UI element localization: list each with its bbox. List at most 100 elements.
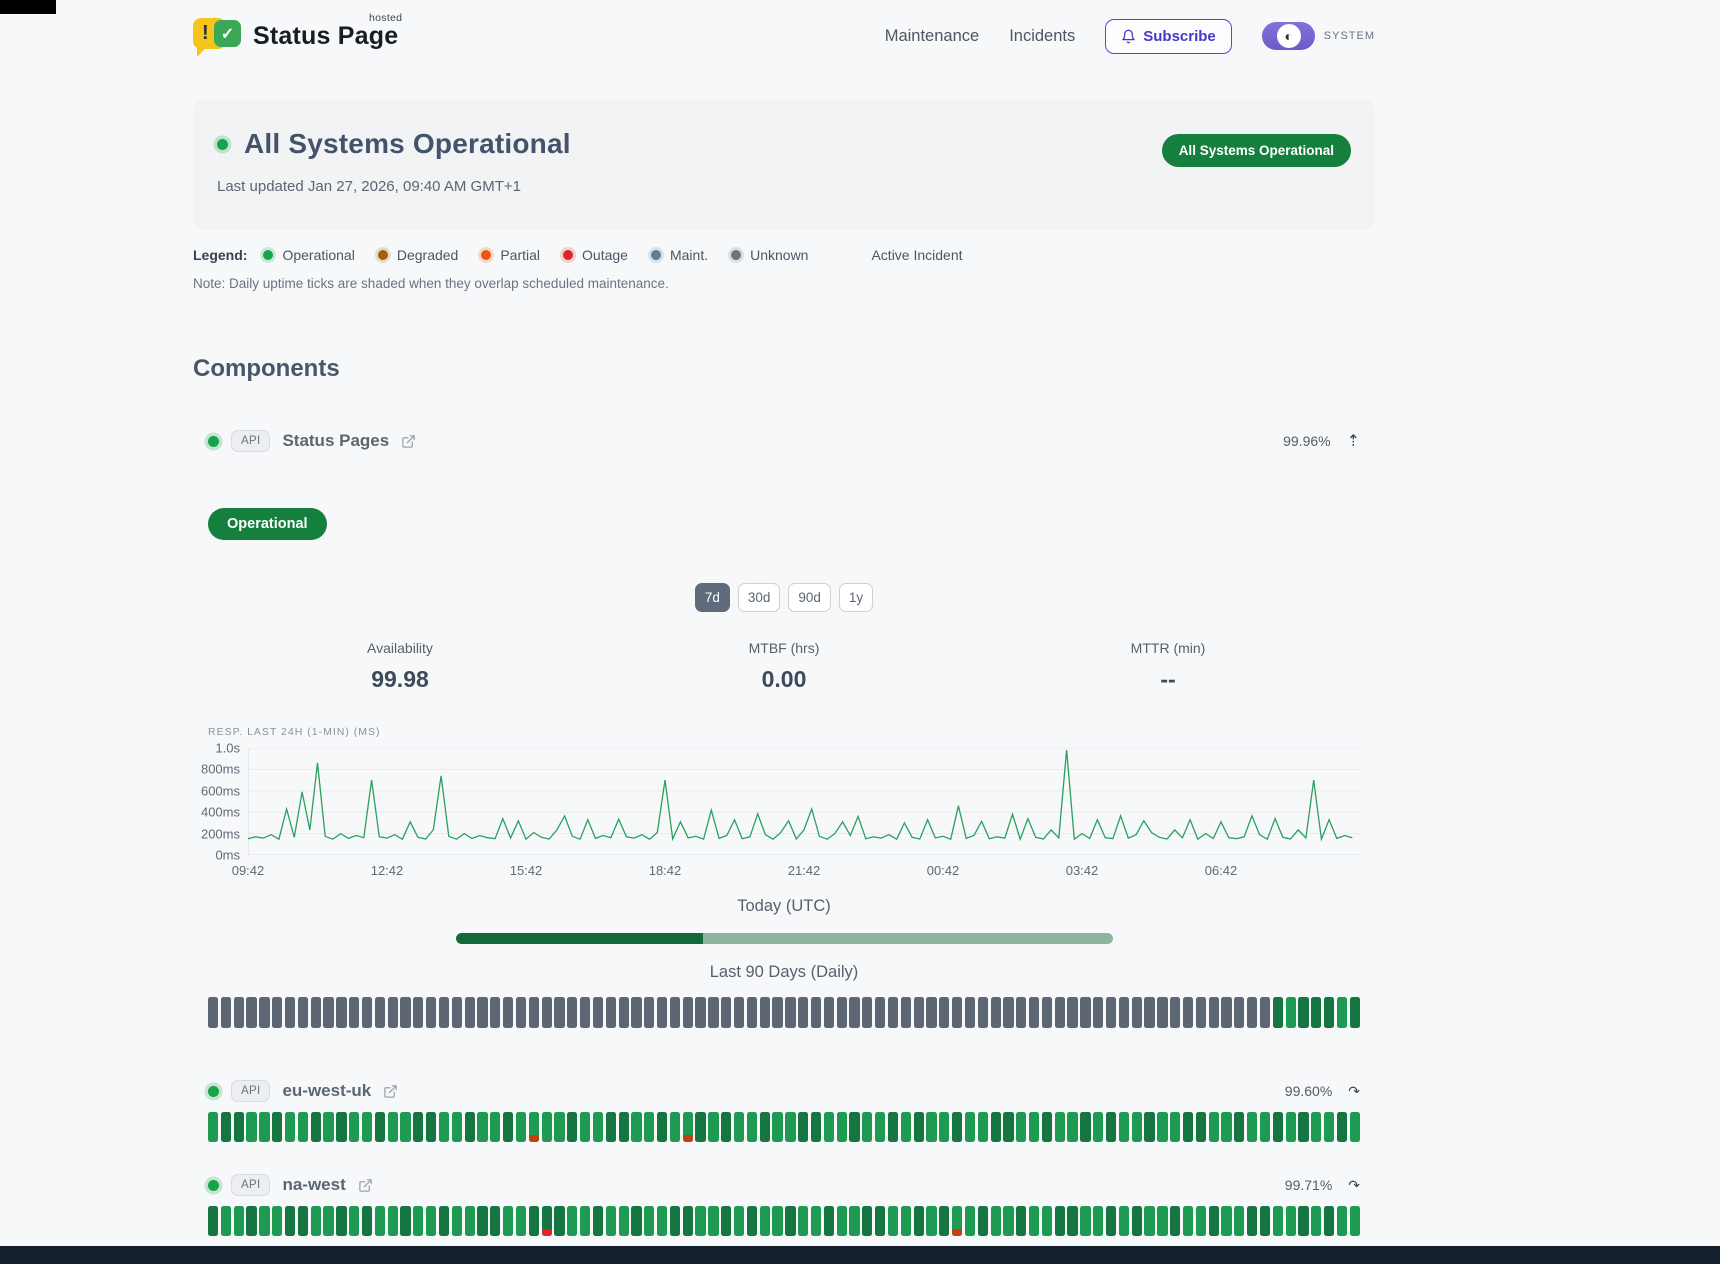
uptime-tick[interactable] — [580, 1206, 591, 1236]
uptime-tick[interactable] — [1105, 1206, 1117, 1236]
uptime-tick[interactable] — [413, 1112, 424, 1142]
uptime-tick[interactable] — [1041, 1112, 1053, 1142]
uptime-tick[interactable] — [952, 997, 963, 1028]
uptime-tick[interactable] — [862, 1206, 873, 1236]
uptime-tick[interactable] — [515, 1206, 527, 1236]
uptime-tick[interactable] — [426, 997, 437, 1028]
uptime-tick[interactable] — [1003, 1206, 1014, 1236]
uptime-tick[interactable] — [515, 997, 527, 1028]
uptime-tick[interactable] — [1336, 997, 1348, 1028]
uptime-tick[interactable] — [1157, 1112, 1168, 1142]
uptime-tick[interactable] — [1170, 1112, 1181, 1142]
uptime-tick[interactable] — [438, 1206, 450, 1236]
uptime-tick[interactable] — [272, 1112, 283, 1142]
uptime-tick[interactable] — [798, 997, 809, 1028]
uptime-tick[interactable] — [746, 1206, 758, 1236]
uptime-tick[interactable] — [426, 1206, 437, 1236]
uptime-tick[interactable] — [964, 1112, 976, 1142]
uptime-tick[interactable] — [1118, 1112, 1130, 1142]
uptime-tick[interactable] — [785, 1206, 796, 1236]
uptime-tick[interactable] — [503, 997, 514, 1028]
uptime-tick[interactable] — [592, 1206, 604, 1236]
uptime-tick[interactable] — [900, 997, 911, 1028]
uptime-tick[interactable] — [1029, 1112, 1040, 1142]
uptime-tick[interactable] — [349, 997, 360, 1028]
uptime-tick[interactable] — [644, 997, 655, 1028]
uptime-tick[interactable] — [567, 997, 578, 1028]
uptime-tick[interactable] — [592, 997, 604, 1028]
uptime-tick[interactable] — [374, 1206, 385, 1236]
theme-toggle[interactable]: ◐ — [1261, 22, 1315, 50]
uptime-tick[interactable] — [349, 1112, 360, 1142]
uptime-tick[interactable] — [1349, 997, 1360, 1028]
uptime-tick[interactable] — [503, 1112, 514, 1142]
uptime-tick[interactable] — [1311, 1112, 1322, 1142]
uptime-tick[interactable] — [1016, 1206, 1027, 1236]
uptime-tick[interactable] — [1259, 1112, 1271, 1142]
uptime-tick[interactable] — [759, 997, 770, 1028]
external-link-icon[interactable] — [401, 434, 416, 449]
uptime-tick[interactable] — [1247, 1206, 1258, 1236]
expand-arrow-icon[interactable]: ↷ — [1348, 1082, 1360, 1099]
uptime-tick[interactable] — [1298, 997, 1309, 1028]
uptime-tick[interactable] — [1080, 997, 1091, 1028]
uptime-tick[interactable] — [208, 1112, 219, 1142]
uptime-tick[interactable] — [618, 997, 629, 1028]
subscribe-button[interactable]: Subscribe — [1105, 18, 1232, 54]
uptime-tick[interactable] — [310, 997, 321, 1028]
uptime-tick[interactable] — [1131, 1112, 1142, 1142]
uptime-tick[interactable] — [1029, 997, 1040, 1028]
uptime-tick[interactable] — [310, 1112, 321, 1142]
uptime-tick[interactable] — [1093, 997, 1104, 1028]
uptime-tick[interactable] — [772, 1206, 783, 1236]
uptime-tick[interactable] — [1080, 1112, 1091, 1142]
uptime-tick[interactable] — [297, 1206, 309, 1236]
uptime-tick[interactable] — [1221, 1206, 1232, 1236]
uptime-tick[interactable] — [952, 1112, 963, 1142]
uptime-tick[interactable] — [1234, 1112, 1245, 1142]
uptime-tick[interactable] — [361, 1112, 373, 1142]
uptime-tick[interactable] — [387, 1206, 398, 1236]
uptime-tick[interactable] — [464, 1112, 475, 1142]
uptime-tick[interactable] — [1285, 997, 1296, 1028]
uptime-tick[interactable] — [567, 1206, 578, 1236]
uptime-tick[interactable] — [272, 997, 283, 1028]
uptime-tick[interactable] — [541, 1206, 552, 1236]
uptime-tick[interactable] — [836, 1112, 847, 1142]
uptime-tick[interactable] — [746, 1112, 758, 1142]
uptime-tick[interactable] — [695, 1206, 706, 1236]
uptime-tick[interactable] — [887, 1206, 899, 1236]
uptime-tick[interactable] — [220, 1112, 232, 1142]
component-header-eu-west-uk[interactable]: API eu-west-uk 99.60% ↷ — [208, 1080, 1360, 1102]
uptime-tick[interactable] — [1195, 1206, 1206, 1236]
uptime-tick[interactable] — [1349, 1112, 1360, 1142]
uptime-tick[interactable] — [259, 1112, 270, 1142]
uptime-tick[interactable] — [708, 997, 719, 1028]
uptime-tick[interactable] — [785, 1112, 796, 1142]
uptime-tick[interactable] — [400, 1112, 411, 1142]
uptime-tick[interactable] — [310, 1206, 321, 1236]
uptime-tick[interactable] — [798, 1112, 809, 1142]
uptime-tick[interactable] — [708, 1206, 719, 1236]
uptime-tick[interactable] — [810, 1206, 822, 1236]
uptime-tick[interactable] — [605, 997, 616, 1028]
uptime-tick[interactable] — [913, 1206, 924, 1236]
uptime-tick[interactable] — [926, 997, 937, 1028]
uptime-tick[interactable] — [451, 1112, 462, 1142]
range-button-1y[interactable]: 1y — [838, 583, 874, 612]
uptime-tick[interactable] — [220, 1206, 232, 1236]
uptime-tick[interactable] — [1041, 1206, 1053, 1236]
uptime-tick[interactable] — [259, 1206, 270, 1236]
uptime-tick[interactable] — [208, 1206, 219, 1236]
uptime-tick[interactable] — [849, 997, 860, 1028]
uptime-tick[interactable] — [233, 997, 244, 1028]
uptime-tick[interactable] — [798, 1206, 809, 1236]
uptime-tick[interactable] — [1054, 997, 1065, 1028]
uptime-tick[interactable] — [1118, 997, 1130, 1028]
uptime-tick[interactable] — [823, 997, 834, 1028]
uptime-tick[interactable] — [477, 1206, 488, 1236]
uptime-tick[interactable] — [361, 1206, 373, 1236]
uptime-tick[interactable] — [875, 1206, 886, 1236]
uptime-tick[interactable] — [836, 1206, 847, 1236]
uptime-tick[interactable] — [708, 1112, 719, 1142]
